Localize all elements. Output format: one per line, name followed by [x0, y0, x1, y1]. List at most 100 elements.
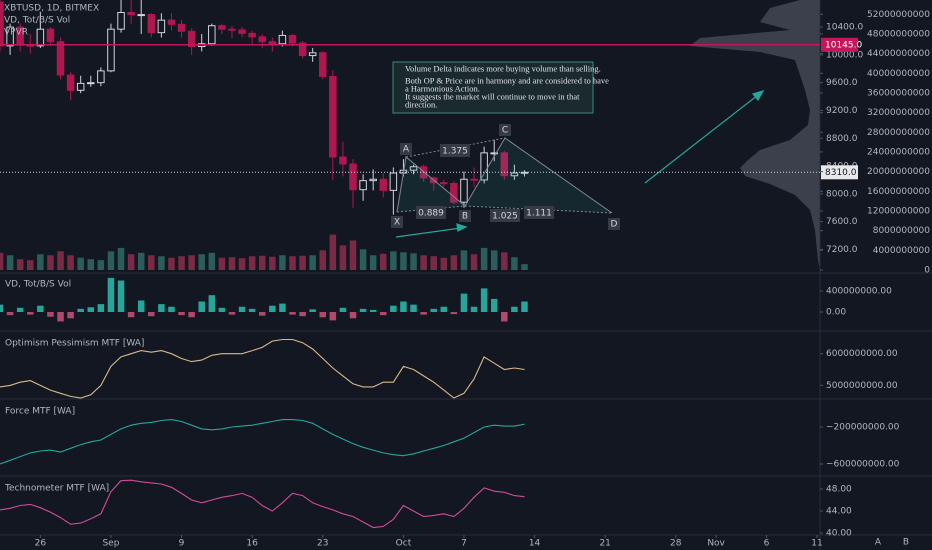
volume-bar [269, 256, 276, 270]
point-label: C [502, 126, 508, 136]
candle-body [147, 14, 156, 34]
delta-bar [87, 307, 95, 312]
y-tick-label: 28000000000 [867, 128, 930, 138]
axis-mode[interactable]: A [875, 538, 882, 548]
y-tick-label: 8000000000 [873, 226, 931, 236]
y-tick-label: 10000.0 [826, 50, 863, 60]
delta-bar [521, 301, 528, 312]
candle-body [460, 178, 468, 203]
y-tick-label: 48.00 [826, 484, 852, 494]
delta-bar [380, 311, 387, 316]
volume-bar [77, 257, 84, 270]
x-tick-label: 23 [317, 539, 328, 549]
candle-body [319, 52, 327, 77]
candle-body [46, 28, 55, 43]
delta-bar [460, 293, 468, 312]
delta-bar [420, 311, 427, 315]
candle-body [288, 34, 297, 44]
ratio-label: 1.375 [442, 147, 468, 157]
y-tick-label: 7200.0 [826, 245, 858, 255]
candle-body [208, 25, 216, 45]
ratio-label: 1.025 [492, 212, 518, 222]
volume-bar [27, 260, 34, 270]
candle-body [117, 12, 125, 30]
delta-bar [258, 311, 266, 316]
candle-body [500, 152, 509, 177]
candle-body [157, 19, 166, 34]
volume-bar [279, 255, 286, 270]
delta-bar [107, 277, 115, 312]
candle-body [339, 156, 347, 165]
y-tick-label: 12000000000 [867, 206, 930, 216]
volume-bar [188, 255, 195, 270]
delta-bar [0, 304, 4, 312]
y-tick-label: 32000000000 [867, 108, 930, 118]
candle-body [490, 152, 498, 155]
y-tick-label: 0 [924, 266, 930, 276]
point-label: X [394, 218, 400, 228]
delta-bar [299, 311, 306, 317]
point-label: D [611, 220, 618, 230]
x-tick-label: 21 [599, 539, 610, 549]
volume-bar [37, 254, 44, 270]
y-tick-label: 44000000000 [867, 49, 930, 59]
indicator-legend: VD, Tot/B/S Vol [4, 16, 70, 26]
candle-body [0, 1, 4, 47]
y-tick-label: 36000000000 [867, 88, 930, 98]
delta-bar [57, 311, 64, 322]
delta-bar [430, 308, 437, 312]
candle-body [470, 178, 478, 181]
volume-bar [450, 255, 458, 270]
candle-body [480, 152, 488, 181]
volume-bar [511, 257, 518, 270]
volume-bar [349, 240, 357, 270]
volume-bar [501, 252, 508, 270]
delta-bar [248, 308, 256, 312]
pane-title: Optimism Pessimism MTF [WA] [5, 339, 144, 349]
volume-bar [258, 255, 266, 270]
delta-bar [188, 311, 195, 318]
y-tick-label: 40000000000 [867, 69, 930, 79]
note-box: Volume Delta indicates more buying volum… [392, 61, 609, 114]
price-tag [821, 165, 858, 180]
candle-body [167, 19, 176, 25]
note-line: Both OP & Price are in harmony and are c… [405, 75, 609, 85]
indicator-line [0, 479, 525, 529]
candle-body [450, 182, 458, 203]
delta-bar [16, 307, 24, 312]
y-tick-label: 52000000000 [867, 10, 930, 20]
volume-bar [87, 259, 95, 270]
x-tick-label: 7 [461, 539, 467, 549]
volume-bar [57, 251, 64, 270]
candle-body [107, 28, 115, 72]
delta-bar [349, 311, 357, 319]
indicator-line [0, 338, 525, 399]
candle-body [127, 12, 135, 16]
candle-body [369, 178, 377, 182]
price-tag [821, 37, 858, 52]
axis-mode[interactable]: B [903, 538, 909, 548]
volume-bar [299, 255, 306, 270]
candle-body [6, 26, 14, 47]
candle-body [520, 171, 529, 174]
volume-bar [47, 255, 54, 270]
y-tick-label: −200000000.00 [826, 423, 900, 433]
volume-bar [148, 255, 155, 270]
candle-body [329, 75, 337, 158]
y-tick-label: 4000000000 [873, 246, 931, 256]
volume-bar [67, 255, 74, 270]
candle-body [510, 172, 519, 177]
volume-bar [0, 252, 4, 270]
delta-bar [289, 311, 296, 315]
volume-bar [440, 257, 448, 270]
y-tick-label: 48000000000 [867, 29, 930, 39]
volume-bar [127, 254, 135, 270]
y-tick-label: 16000000000 [867, 187, 930, 197]
delta-bar [450, 311, 458, 315]
x-tick-label: Nov [707, 539, 725, 549]
ratio-label: 1.111 [526, 209, 552, 219]
pane-title: VD, Tot/B/S Vol [5, 280, 71, 290]
y-tick-label: 9600.0 [826, 78, 858, 88]
y-tick-label: 7600.0 [826, 217, 858, 227]
candle-body [76, 82, 85, 91]
